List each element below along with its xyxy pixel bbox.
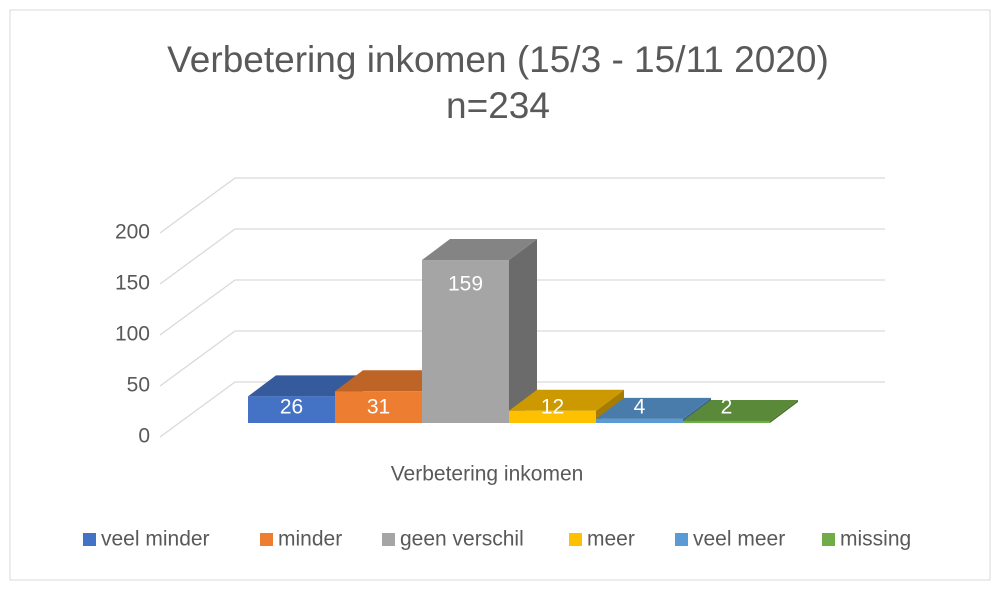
- bar-side: [509, 239, 537, 423]
- legend-item: geen verschil: [382, 528, 524, 551]
- bar: [248, 396, 335, 423]
- grid: 0 50 100 150 200: [115, 177, 885, 448]
- bar: [596, 418, 683, 423]
- legend-label: minder: [278, 528, 342, 551]
- legend-label: veel minder: [101, 528, 210, 551]
- legend-swatch: [382, 533, 395, 546]
- bar-top: [422, 239, 537, 261]
- bar-top: [335, 370, 450, 392]
- data-label: 12: [541, 396, 564, 419]
- chart-title: Verbetering inkomen (15/3 - 15/11 2020): [167, 39, 829, 80]
- legend-item: missing: [822, 528, 911, 551]
- data-label: 159: [448, 273, 483, 296]
- bar-top: [248, 375, 363, 397]
- legend-label: veel meer: [693, 528, 785, 551]
- grid-line: [159, 330, 885, 387]
- y-tick-label: 150: [115, 272, 150, 295]
- bar-top: [683, 399, 798, 421]
- data-label: 2: [721, 396, 733, 419]
- data-label: 26: [280, 396, 303, 419]
- grid-line: [159, 177, 885, 234]
- legend-item: meer: [569, 528, 635, 551]
- legend-item: minder: [260, 528, 342, 551]
- legend-item: veel minder: [83, 528, 210, 551]
- legend-label: meer: [587, 528, 635, 551]
- bar: [335, 391, 422, 423]
- bar: [509, 410, 596, 423]
- y-tick-label: 0: [138, 425, 150, 448]
- grid-line: [159, 228, 885, 285]
- legend-swatch: [822, 533, 835, 546]
- bar: [683, 420, 770, 423]
- legend: veel minder minder geen verschil meer veel m…: [83, 528, 911, 551]
- legend-item: veel meer: [675, 528, 785, 551]
- legend-swatch: [83, 533, 96, 546]
- legend-swatch: [260, 533, 273, 546]
- legend-swatch: [569, 533, 582, 546]
- bar-side: [770, 399, 798, 423]
- y-tick-label: 50: [127, 374, 150, 397]
- bar-top: [596, 397, 711, 419]
- data-label: 4: [634, 396, 646, 419]
- x-tick-label: Verbetering inkomen: [391, 463, 584, 486]
- bar-top: [509, 389, 624, 411]
- chart-subtitle: n=234: [446, 85, 550, 126]
- grid-line: [159, 381, 885, 438]
- legend-label: geen verschil: [400, 528, 524, 551]
- y-tick-label: 100: [115, 323, 150, 346]
- legend-label: missing: [840, 528, 911, 551]
- y-tick-label: 200: [115, 221, 150, 244]
- legend-swatch: [675, 533, 688, 546]
- bars: 26 31 159 12 4 2 Verbetering inkomen: [248, 239, 798, 486]
- bar: [422, 260, 509, 423]
- data-label: 31: [367, 396, 390, 419]
- grid-line: [159, 279, 885, 336]
